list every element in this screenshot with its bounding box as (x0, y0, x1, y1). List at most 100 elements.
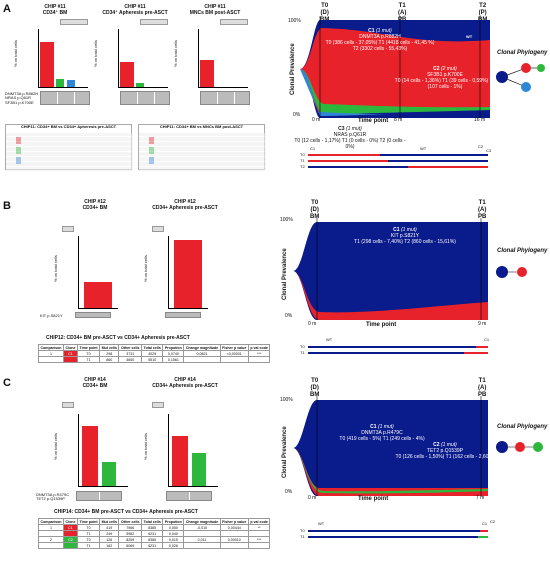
mutation-grid-b1 (75, 312, 111, 318)
bar-chart-c1: CHIP #14 CD34+ BM % on total cells (53, 377, 130, 490)
mut-label: KIT p.S821Y (40, 313, 63, 318)
mutation-grid-b2 (165, 312, 201, 318)
phylogeny-title: Clonal Phylogeny (497, 50, 548, 56)
y-axis-label: Clonal Prevalence (290, 43, 296, 95)
timepoint-t1: T1 (A) PB (398, 3, 407, 23)
mut-label: NRAS p.Q61R (5, 95, 32, 101)
x-axis-label: Time point (358, 496, 389, 502)
table-row: 1 C1 T0 419 7966 8385 0,050 -0,010 0,00444 ** (38, 524, 271, 531)
y-axis-line (198, 29, 199, 87)
bar-chart-c2: CHIP #14 CD34+ Apheresis pre-ASCT % on t… (143, 377, 220, 490)
stats-table-b: Comparison Clone Time point Mut cells Other … (38, 344, 271, 363)
pct-bottom: 0% (285, 313, 293, 319)
fish-plot-b (293, 218, 488, 320)
bar-c3 (67, 80, 75, 87)
bar-c1 (172, 436, 188, 486)
y-axis-label: % on total cells (173, 40, 178, 67)
bar-c2 (192, 453, 206, 486)
clone-lines-c: T0 T1 WT C1 C2 (300, 519, 496, 539)
mut-label: DNMT3A p.R882H (5, 91, 39, 96)
y-axis-label: Clonal Prevalence (282, 248, 288, 300)
x-axis-label: Time point (358, 118, 389, 124)
bar-c2 (56, 79, 64, 87)
mutation-grid-c1 (76, 491, 122, 501)
x-tick: 0 m (312, 117, 321, 123)
timepoint-t0: T0 (D) BM (310, 378, 320, 398)
pct-top: 100% (288, 18, 301, 24)
fish-plot-c (293, 396, 488, 496)
x-tick: 9 m (478, 321, 487, 327)
mut-label: SF3B1 p.K700E (5, 99, 34, 105)
bar-c1 (84, 282, 112, 308)
timepoint-t0: T0 (D) BM (320, 3, 330, 23)
x-axis-label: Time point (366, 322, 397, 328)
timepoint-t0: T0 (D) BM (310, 200, 320, 220)
chart-subtitle: MNCs BM post-ASCT (189, 9, 241, 16)
bar-c2 (136, 83, 144, 87)
clone-c2-annotation: C2 (2 mut) SF3B1 p.K700E T0 (14 cells - … (394, 66, 496, 90)
chart-title: CHIP #11 (204, 4, 226, 10)
bar-c1 (200, 60, 214, 87)
x-tick: 8 m (394, 117, 403, 123)
chart-subtitle: CD34⁺ BM (42, 9, 68, 16)
stats-table-c: Comparison Clone Time point Mut cells Other … (38, 518, 271, 549)
clone-c1-annotation: C1 (1 mut) DNMT3A p.R479C T0 (419 cells … (339, 424, 425, 442)
table-title-c: CHIP14: CD34+ BM pre-ASCT vs CD34+ Apher… (54, 509, 198, 515)
y-axis-line (118, 29, 119, 87)
bar-c1 (120, 62, 134, 87)
phylogeny-title: Clonal Phylogeny (497, 424, 548, 430)
panel-letter-b: B (3, 200, 11, 212)
x-tick: 7 m (476, 495, 485, 501)
bar-c1 (40, 42, 54, 87)
stats-table-a2: CHIP11: CD34+ BM vs MNCs BM post-ASCT (138, 124, 266, 171)
mutation-grid-a1 (40, 91, 90, 105)
bar-chart-b1: CHIP #12 CD34+ BM % on total cells (53, 199, 130, 312)
table-rows (139, 133, 266, 171)
mutation-grid-a3 (200, 91, 250, 105)
phylogeny-title: Clonal Phylogeny (497, 248, 548, 254)
clone-c1-annotation: C1 (1 mut) DNMT3A p.R882H T0 (386 cells … (325, 28, 435, 52)
wt-label: WT (466, 34, 473, 39)
x-axis-line (198, 87, 248, 88)
y-axis-label: % on total cells (93, 40, 98, 67)
bar-chart-a2: CHIP #11 CD34⁺ Apheresis pre-ASCT % on t… (93, 4, 170, 105)
y-axis-label: % on total cells (13, 40, 18, 67)
pct-top: 100% (280, 397, 293, 403)
bar-chart-a3: CHIP #11 MNCs BM post-ASCT % on total ce… (173, 4, 250, 105)
pct-bottom: 0% (285, 489, 293, 495)
bar-c1 (174, 240, 202, 308)
chart-title: CHIP #11 (44, 4, 66, 10)
pct-top: 100% (280, 217, 293, 223)
bar-chart-a1: CHIP #11 CD34⁺ BM % on total cells (13, 4, 90, 105)
mutation-labels-a: DNMT3A p.R882H NRAS p.Q61R SF3B1 p.K700E (5, 91, 115, 105)
clone-lines-b: T0 T1 WT C1 (300, 337, 490, 355)
stats-table-a1: CHIP11: CD34+ BM vs CD34+ Apheresis pre-… (5, 124, 133, 171)
x-tick: 0 m (308, 321, 317, 327)
table-title-b: CHIP12: CD34+ BM pre-ASCT vs CD34+ Apher… (46, 335, 190, 341)
phylogeny-tree-c (496, 441, 543, 453)
legend-box (60, 19, 88, 25)
table-title: CHIP11: CD34+ BM vs MNCs BM post-ASCT (159, 124, 244, 129)
panel-letter-c: C (3, 377, 11, 389)
clone-c3-annotation: C3 (1 mut) NRAS p.Q61R T0 (12 cells - 1,… (294, 126, 406, 150)
table-row: T1 249 5982 6231 0,040 (38, 530, 271, 537)
bar-chart-b2: CHIP #12 CD34+ Apheresis pre-ASCT % on t… (143, 199, 220, 312)
x-tick: 16 m (474, 117, 486, 123)
panel-letter-a: A (3, 3, 11, 15)
x-axis-line (118, 87, 168, 88)
timepoint-t1: T1 (A) PB (478, 200, 487, 220)
y-axis-line (38, 29, 39, 87)
mutation-grid-a2 (120, 91, 170, 105)
legend-box (140, 19, 168, 25)
bar-c2 (102, 462, 116, 486)
table-row: T1 162 6069 6231 0,026 (38, 542, 271, 549)
timepoint-t1: T1 (A) PB (478, 378, 487, 398)
timepoint-t2: T2 (P) BM (478, 3, 488, 23)
clone-c2-annotation: C2 (1 mut) TET2 p.Q1539P T0 (126 cells -… (395, 442, 495, 460)
mutation-grid-c2 (166, 491, 212, 501)
chart-title: CHIP #11 (124, 4, 146, 10)
table-title: CHIP11: CD34+ BM vs CD34+ Apheresis pre-… (20, 124, 117, 129)
clone-lines-a: T0 T1 T2 C1 WT C2 C3 (300, 144, 492, 169)
phylogeny-tree-a (496, 63, 545, 92)
y-axis-label: Clonal Prevalence (282, 426, 288, 478)
